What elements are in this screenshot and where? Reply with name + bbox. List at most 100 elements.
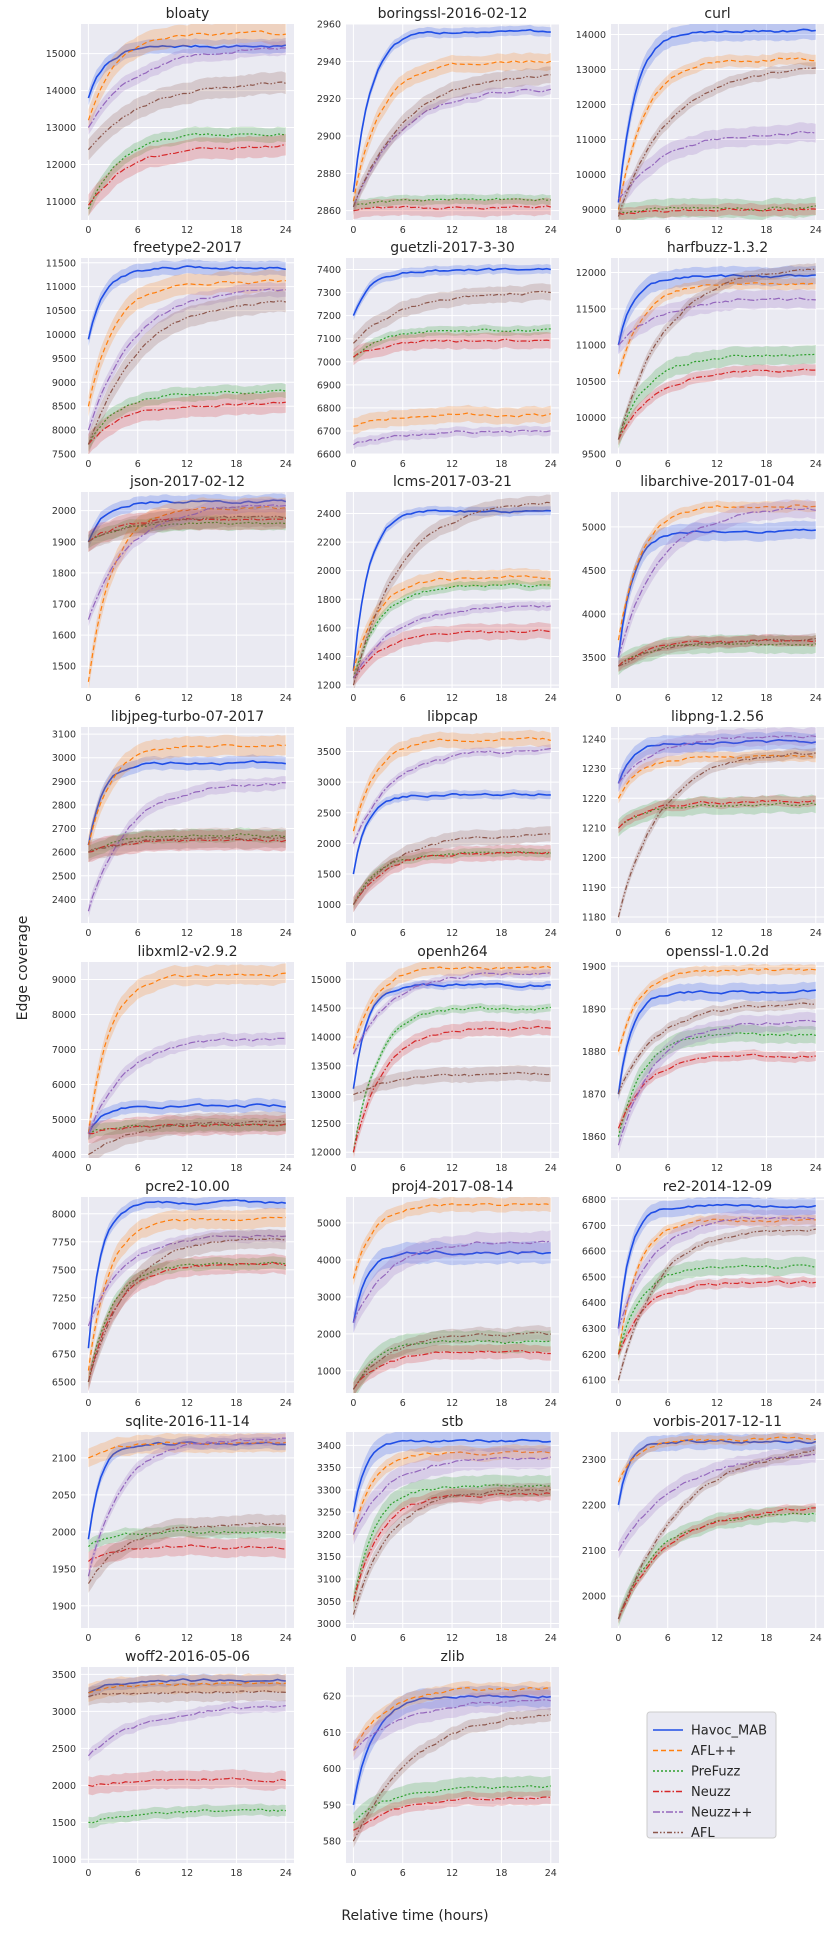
y-tick-label: 2920	[317, 94, 341, 105]
y-tick-label: 5000	[582, 522, 606, 533]
y-tick-label: 1200	[582, 853, 606, 864]
confidence-band	[618, 731, 816, 793]
y-tick-label: 1900	[52, 1601, 76, 1612]
x-tick-label: 24	[545, 1163, 557, 1174]
y-tick-label: 3000	[52, 753, 76, 764]
confidence-band	[353, 283, 551, 352]
x-tick-label: 6	[135, 928, 141, 939]
y-tick-label: 2000	[317, 566, 341, 577]
subplot-title: libpng-1.2.56	[671, 709, 764, 725]
series-line	[352, 1025, 551, 1153]
x-tick-label: 6	[135, 1163, 141, 1174]
confidence-band	[353, 601, 551, 683]
x-tick-label: 24	[280, 693, 292, 704]
x-tick-label: 24	[810, 693, 822, 704]
subplot-title: freetype2-2017	[133, 240, 241, 256]
x-tick-label: 12	[181, 1633, 193, 1644]
series-line	[617, 754, 816, 799]
x-tick-label: 0	[85, 693, 91, 704]
x-tick-label: 0	[615, 1398, 621, 1409]
confidence-band	[618, 1256, 816, 1363]
confidence-band	[618, 288, 816, 355]
x-tick-label: 24	[280, 1163, 292, 1174]
legend-label: Havoc_MAB	[691, 1724, 767, 1739]
subplot-title: sqlite-2016-11-14	[125, 1414, 250, 1430]
series-line	[617, 1512, 816, 1620]
series-line	[88, 836, 286, 853]
series-line	[352, 509, 551, 671]
x-tick-label: 6	[665, 1163, 671, 1174]
subplot: 0 6 12 18 24 580 590 600 610 620 zlib	[323, 1649, 559, 1879]
y-tick-label: 10500	[46, 306, 76, 317]
x-tick-label: 12	[711, 1398, 723, 1409]
series-line	[618, 638, 816, 667]
y-tick-label: 7000	[317, 357, 341, 368]
y-tick-label: 2860	[317, 206, 341, 217]
series-line	[87, 506, 286, 682]
confidence-band	[353, 1446, 551, 1545]
x-tick-label: 24	[810, 1633, 822, 1644]
y-tick-label: 8000	[52, 426, 76, 437]
y-tick-label: 1800	[52, 568, 76, 579]
legend: Havoc_MAB AFL++ PreFuzz Neuzz Neuzz++ AFL	[646, 1711, 777, 1841]
subplot-title: curl	[704, 6, 730, 22]
x-tick-label: 12	[711, 693, 723, 704]
series-group	[352, 1197, 551, 1393]
y-tick-label: 9000	[582, 205, 606, 216]
x-tick-label: 0	[85, 1398, 91, 1409]
series-line	[352, 28, 551, 193]
confidence-band	[618, 998, 816, 1100]
confidence-band	[88, 496, 286, 688]
x-tick-label: 24	[545, 1398, 557, 1409]
subplot-title: openssl-1.0.2d	[666, 944, 769, 960]
series-line	[352, 792, 551, 875]
series-group	[617, 263, 816, 449]
y-tick-label: 1180	[582, 913, 606, 924]
confidence-band	[88, 1436, 286, 1546]
series-line	[617, 273, 816, 346]
y-tick-label: 5000	[317, 1218, 341, 1229]
confidence-band	[88, 1114, 286, 1144]
y-tick-label: 6600	[582, 1247, 606, 1258]
y-tick-label: 1000	[317, 900, 341, 911]
y-tick-label: 6500	[582, 1272, 606, 1283]
subplot-title: libpcap	[427, 709, 478, 725]
confidence-band	[88, 1769, 286, 1796]
confidence-band	[353, 579, 551, 683]
subplot: 0 6 12 18 24 1000 1500 2000 2500 3000 3500 libpcap	[317, 709, 559, 939]
y-tick-label: 7500	[52, 1265, 76, 1276]
series-line	[352, 629, 551, 679]
x-tick-label: 24	[280, 225, 292, 236]
y-axis-label: Edge coverage	[15, 916, 31, 1021]
series-line	[617, 1228, 816, 1381]
x-tick-label: 24	[280, 928, 292, 939]
confidence-band	[618, 795, 816, 834]
x-tick-label: 12	[711, 1633, 723, 1644]
y-tick-label: 10000	[46, 330, 76, 341]
x-tick-label: 0	[615, 693, 621, 704]
series-line	[352, 833, 551, 905]
confidence-band	[353, 826, 551, 913]
y-tick-label: 3100	[52, 730, 76, 741]
series-line	[87, 1199, 286, 1349]
x-tick-label: 0	[615, 928, 621, 939]
series-line	[352, 736, 551, 832]
x-tick-label: 0	[350, 928, 356, 939]
x-tick-label: 12	[446, 1398, 458, 1409]
series-line	[352, 1250, 551, 1323]
y-tick-label: 15000	[46, 49, 76, 60]
x-tick-label: 6	[400, 1633, 406, 1644]
x-tick-label: 0	[615, 1633, 621, 1644]
confidence-band	[88, 776, 286, 918]
x-tick-label: 18	[495, 1398, 507, 1409]
subplot: 0 6 12 18 24 9500 10000 10500 11000 11500 12000 har…	[576, 240, 824, 470]
x-tick-label: 6	[400, 1398, 406, 1409]
y-tick-label: 12500	[311, 1119, 341, 1130]
series-line	[352, 850, 551, 905]
x-tick-label: 18	[760, 928, 772, 939]
y-tick-label: 1900	[52, 537, 76, 548]
y-tick-label: 6900	[317, 380, 341, 391]
series-line	[353, 1071, 551, 1096]
x-tick-label: 12	[446, 1633, 458, 1644]
